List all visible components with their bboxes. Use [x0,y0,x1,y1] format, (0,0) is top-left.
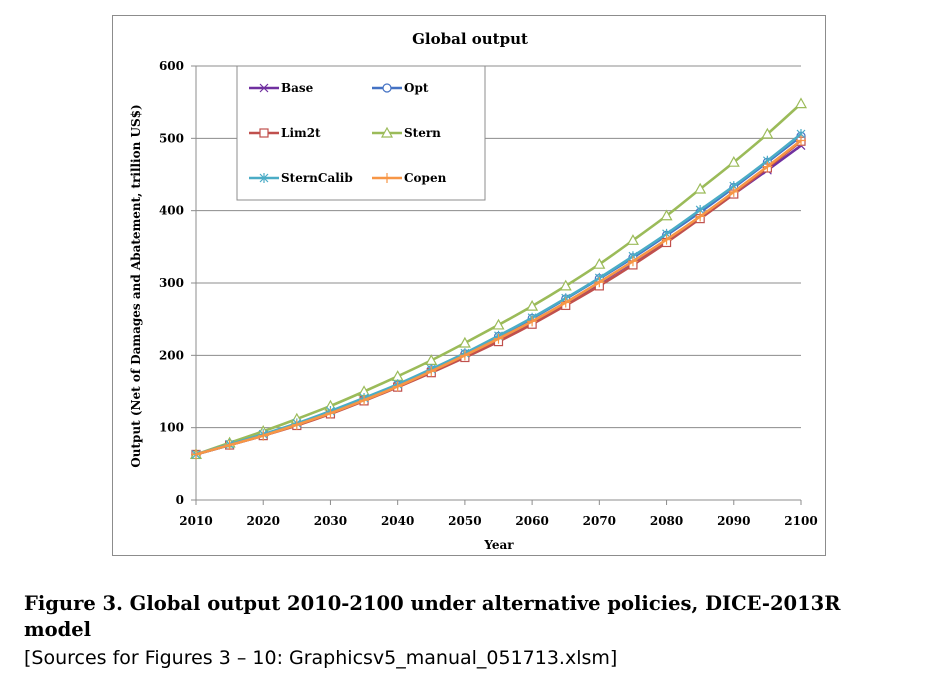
legend-entry: Lim2t [249,126,321,140]
data-point [626,234,639,245]
y-tick-label: 400 [159,204,184,218]
line-chart: Global output Year Output (Net of Damage… [129,30,818,552]
data-point [627,256,638,267]
data-point [761,127,774,139]
legend: Base Opt Lim2t Stern SternCalib Copen [236,65,486,201]
x-tick-label: 2020 [247,514,280,528]
legend-marker [259,128,269,138]
legend-marker [380,126,394,138]
data-point [459,350,470,361]
x-tick-label: 2090 [717,514,750,528]
x-tick-label: 2010 [179,514,212,528]
y-tick-label: 200 [159,348,184,362]
y-tick-label: 100 [159,421,184,435]
legend-entry: Opt [372,81,429,95]
x-tick-label: 2100 [784,514,817,528]
legend-entry: Stern [372,126,441,140]
data-point [794,97,808,109]
legend-label: Copen [404,171,447,185]
legend-marker [382,173,392,183]
legend-label: Base [281,81,314,95]
y-tick-label: 500 [159,131,184,145]
data-point [291,419,302,430]
data-point [492,318,505,330]
data-point [660,209,673,221]
y-axis-label: Output (Net of Damages and Abatement, tr… [129,104,143,467]
chart-frame: Global output Year Output (Net of Damage… [112,15,826,556]
legend-entry: Base [249,81,314,95]
data-point [224,440,235,451]
x-tick-label: 2050 [448,514,481,528]
data-point [694,182,707,194]
data-point [426,366,437,377]
x-tick-label: 2060 [515,514,548,528]
data-point [527,316,538,327]
legend-entry: Copen [372,171,447,185]
y-tick-label: 0 [176,493,184,507]
x-tick-label: 2030 [314,514,347,528]
legend-entry: SternCalib [249,171,353,185]
legend-label: Stern [404,126,441,140]
data-point [727,155,740,167]
y-tick-label: 300 [159,276,184,290]
x-axis-label: Year [483,538,514,552]
chart-title: Global output [412,30,528,48]
legend-label: Lim2t [281,126,321,140]
data-point [392,381,403,392]
series-copen [191,135,806,460]
data-point [593,257,606,269]
data-point [325,408,336,419]
data-point [359,395,370,406]
data-point [695,211,706,222]
legend-marker [382,83,392,93]
data-point [560,297,571,308]
data-point [493,333,504,344]
x-tick-label: 2040 [381,514,414,528]
data-point [526,299,539,311]
legend-marker [259,83,269,93]
y-tick-label: 600 [159,59,184,73]
data-point [796,135,806,146]
data-point [559,279,572,291]
caption-source: [Sources for Figures 3 – 10: Graphicsv5_… [24,647,618,669]
series-lines [189,97,808,460]
x-tick-label: 2070 [583,514,616,528]
data-point [458,336,471,348]
figure-caption: Figure 3. Global output 2010-2100 under … [24,591,904,671]
data-point [594,277,605,288]
caption-title: Figure 3. Global output 2010-2100 under … [24,592,841,641]
legend-marker [259,173,269,183]
data-point [728,186,739,197]
data-point [191,449,201,460]
data-point [762,161,773,172]
data-point [661,234,672,245]
tick-labels: 0 100 200 300 400 500 600 2010 2020 2030 2040 2050 2… [159,59,818,528]
data-point [258,430,269,441]
x-tick-label: 2080 [650,514,683,528]
legend-label: Opt [404,81,429,95]
legend-label: SternCalib [281,171,353,185]
